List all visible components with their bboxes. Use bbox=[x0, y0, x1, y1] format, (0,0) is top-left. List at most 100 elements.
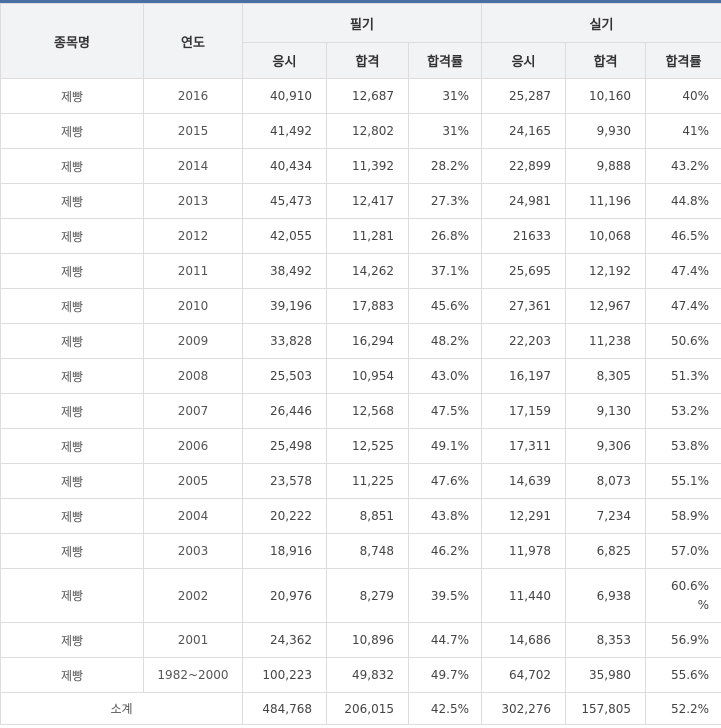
col-header-written-apply: 응시 bbox=[242, 42, 327, 79]
table-row: 제빵 2010 39,196 17,883 45.6% 27,361 12,967 47.4% bbox=[0, 288, 721, 324]
cell-practical-rate: 55.1% bbox=[645, 463, 721, 499]
cell-practical-rate: 44.8% bbox=[645, 183, 721, 219]
cell-written-apply: 42,055 bbox=[242, 218, 327, 254]
cell-year: 2003 bbox=[143, 533, 243, 569]
table-row: 제빵 2007 26,446 12,568 47.5% 17,159 9,130 53.2% bbox=[0, 393, 721, 429]
cell-written-rate: 28.2% bbox=[407, 148, 483, 184]
cell-practical-apply: 17,311 bbox=[481, 428, 567, 464]
cell-name: 제빵 bbox=[0, 533, 144, 569]
table-row: 제빵 2003 18,916 8,748 46.2% 11,978 6,825 57.0% bbox=[0, 533, 721, 569]
cell-year: 2013 bbox=[143, 183, 243, 219]
cell-year: 2004 bbox=[143, 498, 243, 534]
cell-written-pass: 8,851 bbox=[326, 498, 409, 534]
cell-written-rate: 47.5% bbox=[407, 393, 483, 429]
cell-written-apply: 20,976 bbox=[242, 568, 327, 623]
cell-practical-rate: 41% bbox=[645, 113, 721, 149]
cell-practical-pass: 35,980 bbox=[565, 657, 647, 693]
cell-practical-apply: 22,203 bbox=[481, 323, 567, 359]
cell-written-pass: 17,883 bbox=[326, 288, 409, 324]
cell-written-pass: 16,294 bbox=[326, 323, 409, 359]
table-row: 제빵 2008 25,503 10,954 43.0% 16,197 8,305 51.3% bbox=[0, 358, 721, 394]
total-written-apply: 484,768 bbox=[242, 692, 327, 725]
cell-written-pass: 11,281 bbox=[326, 218, 409, 254]
cell-practical-pass: 8,353 bbox=[565, 622, 647, 658]
table-row: 제빵 2011 38,492 14,262 37.1% 25,695 12,192 47.4% bbox=[0, 253, 721, 289]
cell-practical-apply: 11,978 bbox=[481, 533, 567, 569]
cell-written-apply: 40,434 bbox=[242, 148, 327, 184]
cell-practical-rate: 46.5% bbox=[645, 218, 721, 254]
cell-practical-pass: 10,068 bbox=[565, 218, 647, 254]
cell-practical-rate: 60.6%% bbox=[645, 568, 721, 623]
cell-practical-apply: 17,159 bbox=[481, 393, 567, 429]
cell-practical-rate: 53.2% bbox=[645, 393, 721, 429]
col-header-written-pass: 합격 bbox=[326, 42, 409, 79]
cell-practical-pass: 6,938 bbox=[565, 568, 647, 623]
cell-practical-apply: 14,639 bbox=[481, 463, 567, 499]
table-row: 제빵 2006 25,498 12,525 49.1% 17,311 9,306 53.8% bbox=[0, 428, 721, 464]
cell-practical-pass: 8,305 bbox=[565, 358, 647, 394]
cell-practical-apply: 27,361 bbox=[481, 288, 567, 324]
cell-practical-rate: 57.0% bbox=[645, 533, 721, 569]
cell-written-rate: 43.0% bbox=[407, 358, 483, 394]
cell-written-apply: 23,578 bbox=[242, 463, 327, 499]
cell-written-pass: 12,802 bbox=[326, 113, 409, 149]
cell-practical-apply: 25,695 bbox=[481, 253, 567, 289]
cell-practical-rate: 51.3% bbox=[645, 358, 721, 394]
cell-practical-pass: 11,238 bbox=[565, 323, 647, 359]
cell-written-rate: 39.5% bbox=[407, 568, 483, 623]
cell-practical-pass: 8,073 bbox=[565, 463, 647, 499]
cell-written-rate: 47.6% bbox=[407, 463, 483, 499]
cell-written-apply: 25,503 bbox=[242, 358, 327, 394]
cell-practical-rate: 50.6% bbox=[645, 323, 721, 359]
cell-name: 제빵 bbox=[0, 358, 144, 394]
cell-practical-apply: 16,197 bbox=[481, 358, 567, 394]
cell-written-pass: 8,279 bbox=[326, 568, 409, 623]
cell-year: 2005 bbox=[143, 463, 243, 499]
cell-practical-apply: 24,165 bbox=[481, 113, 567, 149]
cell-written-apply: 40,910 bbox=[242, 78, 327, 114]
cell-name: 제빵 bbox=[0, 657, 144, 693]
cell-written-rate: 27.3% bbox=[407, 183, 483, 219]
col-header-name: 종목명 bbox=[0, 3, 144, 79]
cell-practical-pass: 11,196 bbox=[565, 183, 647, 219]
cell-written-pass: 10,896 bbox=[326, 622, 409, 658]
cell-practical-rate: 47.4% bbox=[645, 288, 721, 324]
cell-written-rate: 46.2% bbox=[407, 533, 483, 569]
cell-practical-pass: 12,967 bbox=[565, 288, 647, 324]
cell-practical-rate: 58.9% bbox=[645, 498, 721, 534]
cell-practical-rate: 55.6% bbox=[645, 657, 721, 693]
col-header-year: 연도 bbox=[143, 3, 243, 79]
cell-name: 제빵 bbox=[0, 323, 144, 359]
cell-practical-rate: 47.4% bbox=[645, 253, 721, 289]
cell-name: 제빵 bbox=[0, 78, 144, 114]
cell-practical-rate: 53.8% bbox=[645, 428, 721, 464]
cell-name: 제빵 bbox=[0, 253, 144, 289]
cell-written-apply: 41,492 bbox=[242, 113, 327, 149]
cell-written-apply: 100,223 bbox=[242, 657, 327, 693]
cell-written-pass: 12,525 bbox=[326, 428, 409, 464]
cell-practical-apply: 12,291 bbox=[481, 498, 567, 534]
cell-year: 2007 bbox=[143, 393, 243, 429]
cell-written-rate: 43.8% bbox=[407, 498, 483, 534]
cell-practical-pass: 6,825 bbox=[565, 533, 647, 569]
cell-name: 제빵 bbox=[0, 463, 144, 499]
cell-name: 제빵 bbox=[0, 113, 144, 149]
table-row: 제빵 2014 40,434 11,392 28.2% 22,899 9,888 43.2% bbox=[0, 148, 721, 184]
table-row: 제빵 2013 45,473 12,417 27.3% 24,981 11,196 44.8% bbox=[0, 183, 721, 219]
cell-practical-pass: 9,306 bbox=[565, 428, 647, 464]
cell-year: 2006 bbox=[143, 428, 243, 464]
total-written-rate: 42.5% bbox=[407, 692, 483, 725]
col-header-practical-apply: 응시 bbox=[481, 42, 567, 79]
exam-statistics-table: 종목명 연도 필기 실기 응시 합격 합격률 응시 합격 합격률 제빵 2016 4… bbox=[0, 3, 721, 725]
cell-written-pass: 49,832 bbox=[326, 657, 409, 693]
table-row: 제빵 2016 40,910 12,687 31% 25,287 10,160 40% bbox=[0, 78, 721, 114]
total-label: 소계 bbox=[0, 692, 243, 725]
cell-year: 2002 bbox=[143, 568, 243, 623]
cell-practical-apply: 14,686 bbox=[481, 622, 567, 658]
table-top-border bbox=[0, 0, 721, 3]
cell-written-rate: 26.8% bbox=[407, 218, 483, 254]
cell-written-pass: 8,748 bbox=[326, 533, 409, 569]
cell-written-apply: 39,196 bbox=[242, 288, 327, 324]
cell-name: 제빵 bbox=[0, 622, 144, 658]
cell-written-pass: 14,262 bbox=[326, 253, 409, 289]
